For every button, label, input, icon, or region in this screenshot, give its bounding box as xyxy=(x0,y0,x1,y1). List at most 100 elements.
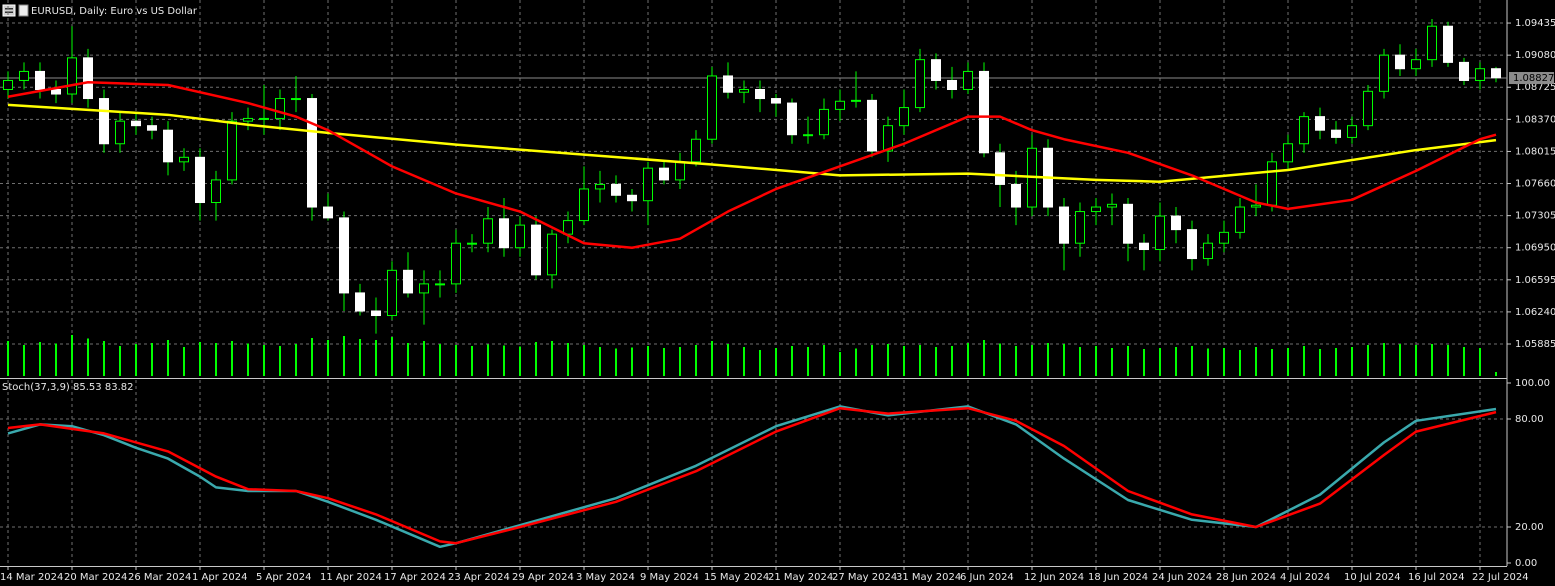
x-tick-label: 5 Apr 2024 xyxy=(256,572,311,583)
candle-body xyxy=(211,179,221,204)
candle-body xyxy=(563,220,573,235)
stochastic-line xyxy=(7,405,1497,549)
y-tick-label: 1.08015 xyxy=(1515,146,1555,157)
candle-body xyxy=(1491,68,1501,79)
candle-body xyxy=(515,224,525,249)
y-tick-label: 1.08725 xyxy=(1515,82,1555,93)
candle-body xyxy=(931,59,941,81)
x-tick-label: 3 May 2024 xyxy=(576,572,635,583)
y-tick-label: 1.06595 xyxy=(1515,275,1555,286)
candle-body xyxy=(995,152,1005,185)
x-tick-label: 23 Apr 2024 xyxy=(448,572,510,583)
candle-body xyxy=(179,156,189,163)
menu-icon-bar xyxy=(5,8,13,10)
x-tick-label: 1 Apr 2024 xyxy=(192,572,247,583)
candle-body xyxy=(1155,215,1165,251)
x-tick-label: 12 Jun 2024 xyxy=(1024,572,1084,583)
candle-body xyxy=(531,224,541,276)
x-tick-label: 9 May 2024 xyxy=(640,572,699,583)
candle-body xyxy=(451,242,461,285)
candle-body xyxy=(1411,59,1421,70)
x-tick-label: 20 Mar 2024 xyxy=(64,572,127,583)
candle-body xyxy=(19,70,29,81)
y-tick-label: 1.07305 xyxy=(1515,211,1555,222)
candle-body xyxy=(275,98,285,119)
candle-body xyxy=(131,120,141,127)
candle-body xyxy=(483,218,493,244)
candle-body xyxy=(51,89,61,95)
candle-body xyxy=(547,233,557,276)
candle-body xyxy=(675,161,685,181)
x-tick-label: 15 May 2024 xyxy=(704,572,769,583)
candle-body xyxy=(1395,54,1405,70)
candle-body xyxy=(1139,242,1149,251)
candle-body xyxy=(83,57,93,100)
candle-body xyxy=(723,75,733,93)
chart-icon[interactable] xyxy=(18,4,29,17)
moving-average xyxy=(7,103,1497,183)
candle-body xyxy=(883,125,893,152)
candle-body xyxy=(1171,215,1181,231)
y-tick-label: 1.09080 xyxy=(1515,50,1555,61)
candle-body xyxy=(643,167,653,202)
candle-body xyxy=(835,100,845,110)
candle-body xyxy=(67,57,77,95)
candle-body xyxy=(1203,242,1213,260)
candle-body xyxy=(1475,68,1485,81)
candle-body xyxy=(291,98,301,101)
y-tick-label: 80.00 xyxy=(1515,414,1544,425)
candle-body xyxy=(227,120,237,181)
x-tick-label: 17 Apr 2024 xyxy=(384,572,446,583)
candle-body xyxy=(323,206,333,219)
candle-body xyxy=(1187,229,1197,260)
candle-body xyxy=(771,98,781,104)
current-price-box xyxy=(1509,72,1554,85)
candle-body xyxy=(163,129,173,163)
y-tick-label: 1.08370 xyxy=(1515,114,1555,125)
candle-body xyxy=(403,269,413,294)
candle-body xyxy=(915,59,925,109)
x-tick-label: 16 Jul 2024 xyxy=(1408,572,1465,583)
candle-body xyxy=(947,79,957,91)
y-tick-label: 1.09435 xyxy=(1515,18,1555,29)
x-tick-label: 4 Jul 2024 xyxy=(1280,572,1330,583)
candle-body xyxy=(147,125,157,131)
candle-body xyxy=(467,242,477,245)
candle-body xyxy=(195,156,205,204)
x-tick-label: 26 Mar 2024 xyxy=(128,572,191,583)
x-tick-label: 10 Jul 2024 xyxy=(1344,572,1401,583)
candle-body xyxy=(1235,206,1245,233)
y-tick-label: 1.05885 xyxy=(1515,339,1555,350)
y-tick-label: 1.06950 xyxy=(1515,243,1555,254)
stochastic-line xyxy=(7,406,1497,545)
candle-body xyxy=(115,120,125,145)
menu-icon-bar xyxy=(5,11,13,13)
x-tick-label: 14 Mar 2024 xyxy=(0,572,63,583)
candle-body xyxy=(1059,206,1069,244)
candle-body xyxy=(1363,90,1373,127)
chart-title: EURUSD, Daily: Euro vs US Dollar xyxy=(31,6,198,17)
candle-body xyxy=(579,188,589,222)
x-tick-label: 6 Jun 2024 xyxy=(960,572,1014,583)
stoch-title: Stoch(37,3,9) 85.53 83.82 xyxy=(2,382,134,393)
x-tick-label: 21 May 2024 xyxy=(768,572,833,583)
candle-body xyxy=(1331,129,1341,138)
x-tick-label: 18 Jun 2024 xyxy=(1088,572,1148,583)
menu-icon[interactable] xyxy=(2,4,16,17)
candle-body xyxy=(819,108,829,136)
candle-body xyxy=(35,70,45,91)
x-tick-label: 31 May 2024 xyxy=(896,572,961,583)
x-tick-label: 28 Jun 2024 xyxy=(1216,572,1276,583)
x-tick-label: 29 Apr 2024 xyxy=(512,572,574,583)
candle-body xyxy=(435,283,445,286)
candle-body xyxy=(371,310,381,317)
candle-body xyxy=(803,134,813,137)
candle-body xyxy=(1267,161,1277,206)
candle-body xyxy=(611,183,621,196)
candle-body xyxy=(707,75,717,140)
candle-body xyxy=(1251,204,1261,208)
moving-average xyxy=(7,81,1497,249)
candle-body xyxy=(1443,25,1453,63)
y-tick-label: 1.07660 xyxy=(1515,179,1555,190)
